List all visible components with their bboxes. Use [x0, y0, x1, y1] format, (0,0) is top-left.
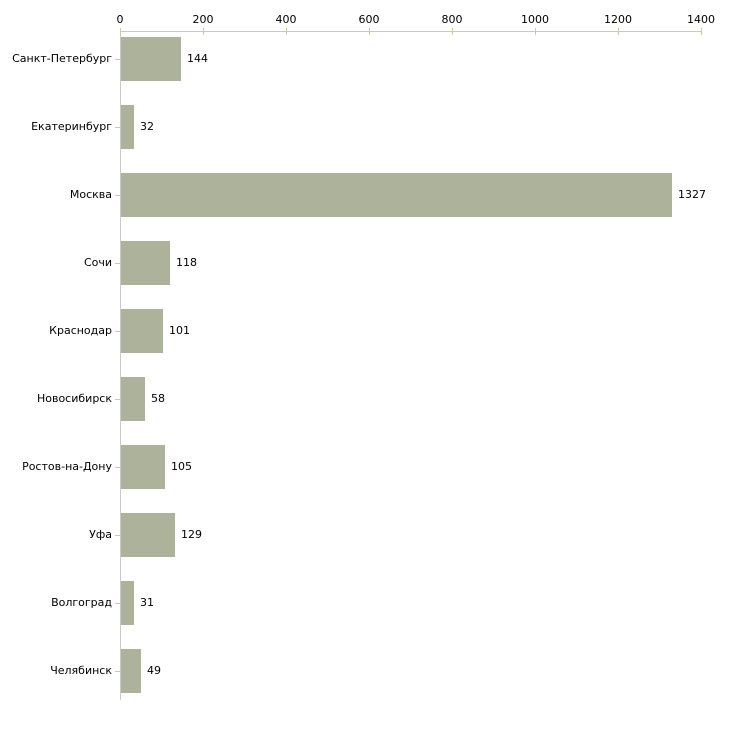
- y-axis-tick: [115, 399, 120, 400]
- value-label: 49: [147, 664, 161, 677]
- y-axis-tick: [115, 263, 120, 264]
- value-label: 1327: [678, 188, 706, 201]
- x-axis-tick-label: 1400: [687, 13, 715, 26]
- x-axis-tick: [369, 28, 370, 35]
- value-label: 32: [140, 120, 154, 133]
- y-axis-tick: [115, 603, 120, 604]
- y-axis-line: [120, 31, 121, 700]
- value-label: 118: [176, 256, 197, 269]
- category-label: Челябинск: [50, 664, 112, 677]
- value-label: 144: [187, 52, 208, 65]
- bar: [121, 309, 163, 353]
- x-axis-tick-label: 200: [192, 13, 214, 26]
- y-axis-tick: [115, 59, 120, 60]
- category-label: Уфа: [89, 528, 112, 541]
- bar: [121, 37, 181, 81]
- x-axis-tick-label: 0: [116, 13, 124, 26]
- bar: [121, 105, 134, 149]
- category-label: Санкт-Петербург: [12, 52, 112, 65]
- x-axis-tick: [701, 28, 702, 35]
- x-axis-tick-label: 600: [358, 13, 380, 26]
- value-label: 129: [181, 528, 202, 541]
- category-label: Новосибирск: [36, 392, 112, 405]
- x-axis-tick-label: 400: [275, 13, 297, 26]
- x-axis-tick: [535, 28, 536, 35]
- y-axis-tick: [115, 535, 120, 536]
- value-label: 105: [171, 460, 192, 473]
- x-axis-tick: [618, 28, 619, 35]
- y-axis-tick: [115, 467, 120, 468]
- x-axis-tick: [452, 28, 453, 35]
- category-label: Екатеринбург: [31, 120, 112, 133]
- category-label: Сочи: [83, 256, 112, 269]
- bar: [121, 649, 141, 693]
- value-label: 58: [151, 392, 165, 405]
- bar: [121, 445, 165, 489]
- x-axis-tick-label: 1000: [521, 13, 549, 26]
- x-axis-tick-label: 800: [441, 13, 463, 26]
- y-axis-tick: [115, 331, 120, 332]
- bar: [121, 173, 672, 217]
- category-label: Москва: [69, 188, 112, 201]
- category-label: Краснодар: [49, 324, 112, 337]
- x-axis-tick-label: 1200: [604, 13, 632, 26]
- y-axis-tick: [115, 671, 120, 672]
- x-axis-line: [120, 31, 702, 32]
- value-label: 101: [169, 324, 190, 337]
- bar: [121, 377, 145, 421]
- bar: [121, 241, 170, 285]
- x-axis-tick: [120, 28, 121, 35]
- y-axis-tick: [115, 127, 120, 128]
- bar: [121, 513, 175, 557]
- bar: [121, 581, 134, 625]
- x-axis-tick: [203, 28, 204, 35]
- x-axis-tick: [286, 28, 287, 35]
- category-label: Ростов-на-Дону: [22, 460, 112, 473]
- y-axis-tick: [115, 195, 120, 196]
- category-label: Волгоград: [51, 596, 112, 609]
- value-label: 31: [140, 596, 154, 609]
